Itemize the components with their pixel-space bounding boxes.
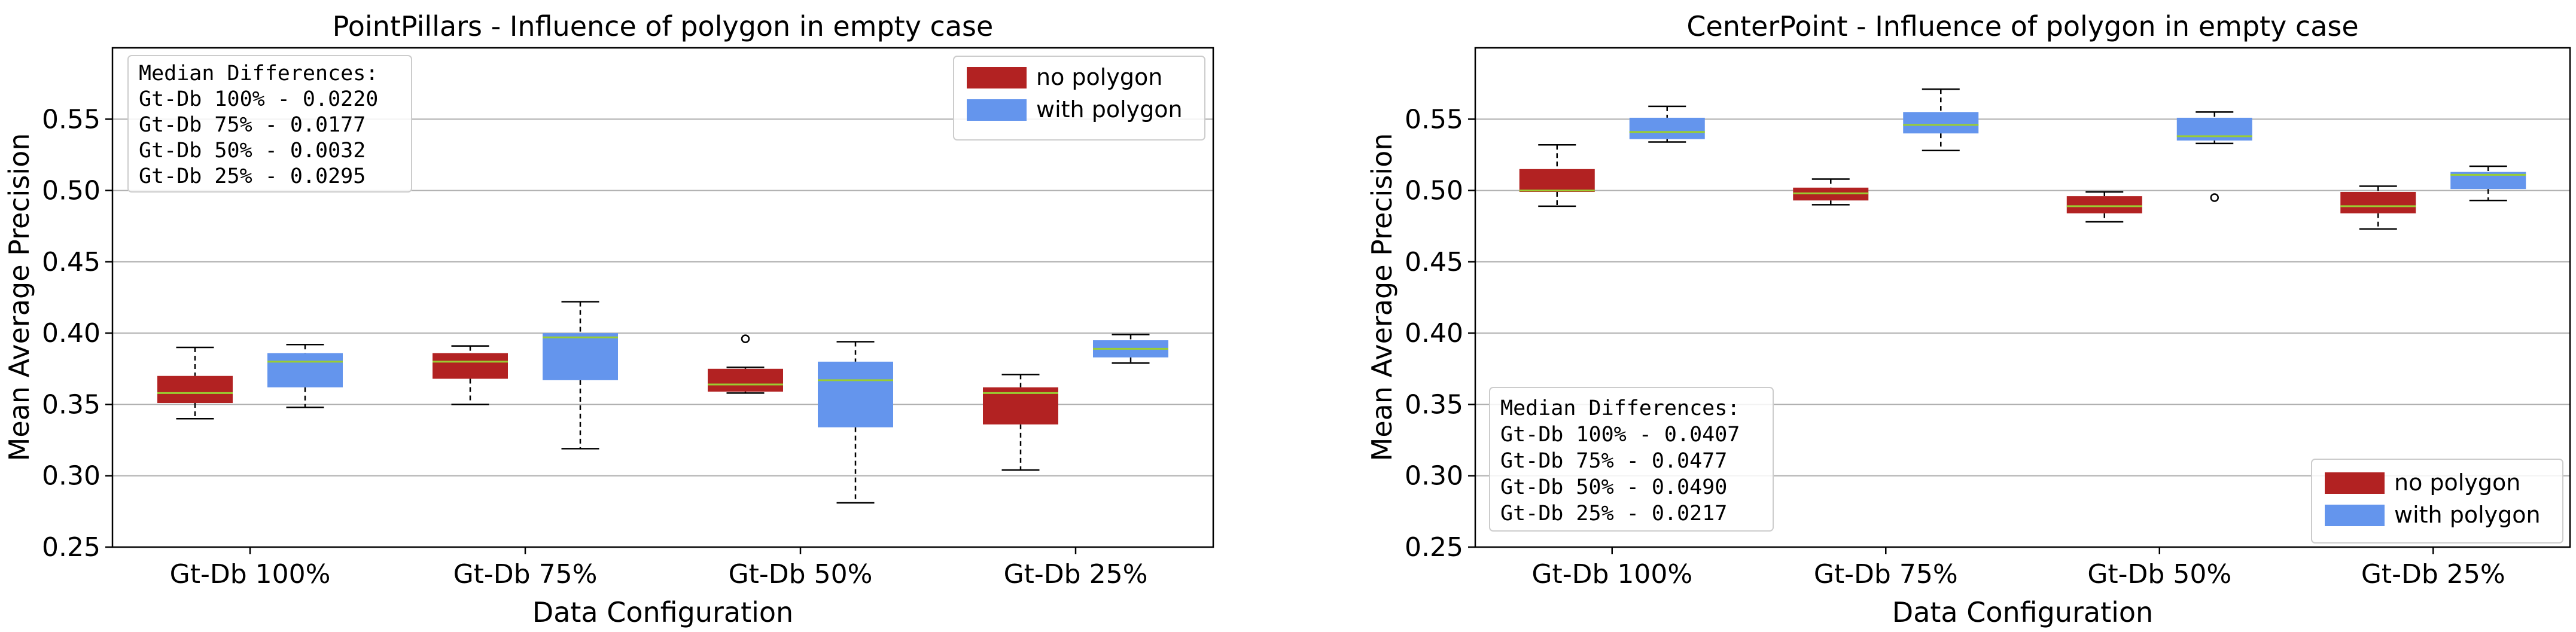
chart-pointpillars: PointPillars - Influence of polygon in e… bbox=[3, 10, 1214, 628]
y-tick-label: 0.25 bbox=[1405, 532, 1463, 563]
box-with-polygon bbox=[267, 343, 343, 408]
annotation-line: Gt-Db 100% - 0.0407 bbox=[1500, 423, 1740, 447]
chart-centerpoint: CenterPoint - Influence of polygon in em… bbox=[1366, 10, 2571, 628]
box-with-polygon bbox=[1629, 105, 1705, 143]
box-no-polygon bbox=[157, 346, 233, 420]
annotation-line: Gt-Db 75% - 0.0177 bbox=[139, 113, 366, 137]
box-body bbox=[2066, 196, 2142, 213]
y-tick-label: 0.35 bbox=[42, 389, 101, 420]
legend: no polygon with polygon bbox=[953, 56, 1205, 141]
chart-title: PointPillars - Influence of polygon in e… bbox=[333, 10, 994, 42]
x-axis-ticks: Gt-Db 100% Gt-Db 75% Gt-Db 50% Gt-Db 25% bbox=[1531, 547, 2505, 590]
annotation-box bbox=[127, 55, 412, 193]
x-tick-label: Gt-Db 75% bbox=[1814, 559, 1958, 590]
chart-title: CenterPoint - Influence of polygon in em… bbox=[1686, 10, 2358, 42]
legend-label-no-polygon: no polygon bbox=[2394, 469, 2520, 496]
median-differences-annotation: Median Differences: Gt-Db 100% - 0.0407 … bbox=[1489, 387, 1774, 532]
y-tick-label: 0.55 bbox=[1405, 104, 1463, 135]
legend-label-no-polygon: no polygon bbox=[1036, 64, 1162, 90]
x-tick-label: Gt-Db 25% bbox=[1004, 559, 1148, 590]
box-plots bbox=[157, 301, 1168, 504]
box-no-polygon bbox=[983, 374, 1058, 471]
outlier-point bbox=[2210, 193, 2219, 202]
y-tick-label: 0.30 bbox=[42, 461, 101, 491]
box-body bbox=[157, 375, 233, 404]
y-tick-label: 0.45 bbox=[1405, 247, 1463, 277]
box-no-polygon bbox=[433, 345, 508, 405]
legend-swatch-no-polygon bbox=[967, 67, 1027, 88]
y-tick-label: 0.30 bbox=[1405, 461, 1463, 491]
y-tick-label: 0.25 bbox=[42, 532, 101, 563]
y-tick-label: 0.40 bbox=[42, 318, 101, 349]
annotation-line: Gt-Db 50% - 0.0490 bbox=[1500, 475, 1727, 499]
legend-label-with-polygon: with polygon bbox=[2394, 502, 2541, 528]
annotation-line: Gt-Db 25% - 0.0217 bbox=[1500, 502, 1727, 526]
x-tick-label: Gt-Db 50% bbox=[2087, 559, 2231, 590]
x-tick-label: Gt-Db 100% bbox=[170, 559, 331, 590]
y-axis-label: Mean Average Precision bbox=[3, 133, 35, 462]
box-no-polygon bbox=[708, 334, 783, 394]
annotation-line: Gt-Db 25% - 0.0295 bbox=[139, 164, 366, 188]
y-tick-label: 0.55 bbox=[42, 104, 101, 135]
legend-swatch-with-polygon bbox=[967, 99, 1027, 121]
legend-label-with-polygon: with polygon bbox=[1036, 96, 1183, 123]
box-body bbox=[1629, 117, 1705, 139]
box-body bbox=[433, 353, 508, 379]
y-axis-ticks: 0.25 0.30 0.35 0.40 0.45 0.50 0.55 bbox=[1405, 104, 1475, 563]
plot-frame bbox=[1474, 47, 2571, 548]
x-axis-label: Data Configuration bbox=[1892, 596, 2153, 628]
box-no-polygon bbox=[1793, 178, 1869, 206]
annotation-line: Gt-Db 50% - 0.0032 bbox=[139, 139, 366, 163]
x-axis-label: Data Configuration bbox=[532, 596, 793, 628]
outlier-point bbox=[741, 334, 750, 343]
y-tick-label: 0.45 bbox=[42, 247, 101, 277]
y-axis-ticks: 0.25 0.30 0.35 0.40 0.45 0.50 0.55 bbox=[42, 104, 112, 563]
annotation-line: Median Differences: bbox=[139, 62, 378, 86]
annotation-box bbox=[1489, 387, 1774, 532]
y-tick-label: 0.35 bbox=[1405, 389, 1463, 420]
annotation-line: Median Differences: bbox=[1500, 396, 1740, 420]
plot-frame bbox=[111, 47, 1214, 548]
box-body bbox=[1519, 169, 1595, 192]
box-with-polygon bbox=[543, 301, 618, 450]
box-plots bbox=[1519, 88, 2526, 230]
median-differences-annotation: Median Differences: Gt-Db 100% - 0.0220 … bbox=[127, 55, 412, 193]
box-with-polygon bbox=[1093, 334, 1168, 364]
box-with-polygon bbox=[2450, 165, 2526, 201]
box-with-polygon bbox=[818, 341, 893, 504]
box-with-polygon bbox=[1903, 88, 1979, 152]
box-body bbox=[543, 333, 618, 380]
legend-swatch-no-polygon bbox=[2325, 472, 2385, 494]
y-tick-label: 0.40 bbox=[1405, 318, 1463, 349]
legend: no polygon with polygon bbox=[2311, 459, 2563, 544]
box-body bbox=[1903, 112, 1979, 134]
box-body bbox=[2340, 191, 2416, 213]
box-no-polygon bbox=[1519, 144, 1595, 207]
box-body bbox=[818, 361, 893, 428]
box-with-polygon bbox=[2176, 111, 2252, 202]
box-no-polygon bbox=[2066, 191, 2142, 223]
y-tick-label: 0.50 bbox=[1405, 176, 1463, 206]
legend-swatch-with-polygon bbox=[2325, 505, 2385, 526]
box-body bbox=[708, 368, 783, 392]
box-no-polygon bbox=[2340, 185, 2416, 230]
annotation-line: Gt-Db 75% - 0.0477 bbox=[1500, 449, 1727, 473]
box-body bbox=[267, 353, 343, 387]
x-axis-ticks: Gt-Db 100% Gt-Db 75% Gt-Db 50% Gt-Db 25% bbox=[170, 547, 1148, 590]
x-tick-label: Gt-Db 25% bbox=[2361, 559, 2505, 590]
x-tick-label: Gt-Db 50% bbox=[729, 559, 873, 590]
annotation-line: Gt-Db 100% - 0.0220 bbox=[139, 87, 378, 111]
x-tick-label: Gt-Db 100% bbox=[1531, 559, 1692, 590]
y-tick-label: 0.50 bbox=[42, 176, 101, 206]
y-axis-label: Mean Average Precision bbox=[1366, 133, 1398, 462]
x-tick-label: Gt-Db 75% bbox=[453, 559, 598, 590]
